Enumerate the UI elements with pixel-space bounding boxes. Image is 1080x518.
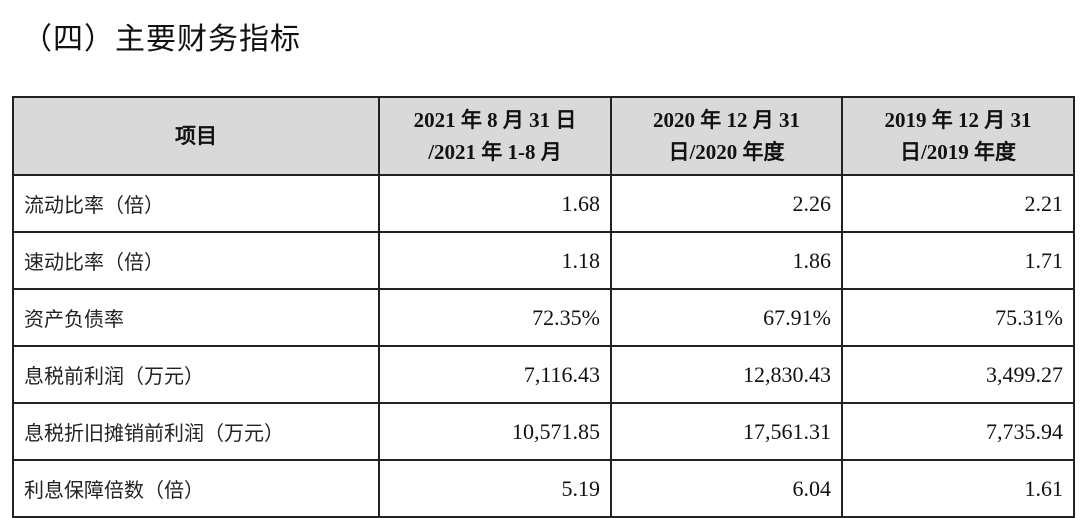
table-header-row: 项目 2021 年 8 月 31 日/2021 年 1-8 月 2020 年 1… — [12, 96, 1075, 176]
header-text: /2021 年 1-8 月 — [428, 140, 562, 164]
table-row: 息税前利润（万元） 7,116.43 12,830.43 3,499.27 — [12, 345, 1075, 404]
header-text: 日/2019 年度 — [899, 140, 1017, 164]
row-value: 5.19 — [378, 459, 612, 518]
row-value: 6.04 — [610, 459, 843, 518]
header-text: 日/2020 年度 — [668, 140, 785, 164]
row-value: 10,571.85 — [378, 402, 612, 461]
table-row: 流动比率（倍） 1.68 2.26 2.21 — [12, 174, 1075, 233]
header-2020: 2020 年 12 月 31 日/2020 年度 — [610, 96, 843, 176]
header-2021: 2021 年 8 月 31 日/2021 年 1-8 月 — [378, 96, 612, 176]
row-value: 1.18 — [378, 231, 612, 290]
row-value: 75.31% — [841, 288, 1075, 347]
row-label: 流动比率（倍） — [12, 174, 380, 233]
table-row: 息税折旧摊销前利润（万元） 10,571.85 17,561.31 7,735.94 — [12, 402, 1075, 461]
row-value: 1.68 — [378, 174, 612, 233]
financial-indicators-table: 项目 2021 年 8 月 31 日/2021 年 1-8 月 2020 年 1… — [12, 96, 1075, 518]
header-text: 2019 年 12 月 31 — [884, 108, 1032, 132]
table-row: 资产负债率 72.35% 67.91% 75.31% — [12, 288, 1075, 347]
row-label: 息税前利润（万元） — [12, 345, 380, 404]
row-value: 2.21 — [841, 174, 1075, 233]
section-title: （四）主要财务指标 — [22, 22, 301, 57]
row-value: 72.35% — [378, 288, 612, 347]
row-value: 17,561.31 — [610, 402, 843, 461]
header-2019: 2019 年 12 月 31 日/2019 年度 — [841, 96, 1075, 176]
row-label: 息税折旧摊销前利润（万元） — [12, 402, 380, 461]
row-value: 12,830.43 — [610, 345, 843, 404]
row-value: 1.71 — [841, 231, 1075, 290]
header-text: 项目 — [175, 124, 217, 148]
row-value: 1.61 — [841, 459, 1075, 518]
header-text: 2021 年 8 月 31 日 — [413, 108, 577, 132]
header-item: 项目 — [12, 96, 380, 176]
row-value: 1.86 — [610, 231, 843, 290]
row-value: 7,116.43 — [378, 345, 612, 404]
row-value: 2.26 — [610, 174, 843, 233]
header-text: 2020 年 12 月 31 — [653, 108, 800, 132]
row-value: 7,735.94 — [841, 402, 1075, 461]
row-value: 3,499.27 — [841, 345, 1075, 404]
row-value: 67.91% — [610, 288, 843, 347]
table-row: 利息保障倍数（倍） 5.19 6.04 1.61 — [12, 459, 1075, 518]
table-row: 速动比率（倍） 1.18 1.86 1.71 — [12, 231, 1075, 290]
row-label: 利息保障倍数（倍） — [12, 459, 380, 518]
row-label: 速动比率（倍） — [12, 231, 380, 290]
row-label: 资产负债率 — [12, 288, 380, 347]
